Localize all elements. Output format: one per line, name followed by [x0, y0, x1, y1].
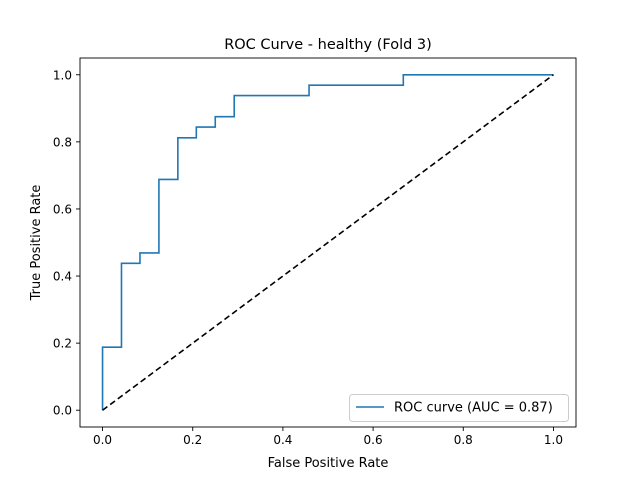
y-tick-label: 1.0 — [53, 68, 72, 82]
x-tick-label: 0.6 — [364, 433, 383, 447]
y-tick-label: 0.6 — [53, 202, 72, 216]
chance-diagonal-line — [102, 74, 554, 411]
legend: ROC curve (AUC = 0.87) — [349, 394, 569, 422]
y-tick-label: 0.2 — [53, 337, 72, 351]
y-tick-label: 0.8 — [53, 135, 72, 149]
y-tick-label: 0.4 — [53, 270, 72, 284]
x-axis-label: False Positive Rate — [268, 456, 389, 471]
legend-label-roc-curve: ROC curve (AUC = 0.87) — [394, 401, 553, 416]
legend-box — [349, 394, 569, 422]
x-tick-label: 0.0 — [93, 433, 112, 447]
y-tick-label: 0.0 — [53, 404, 72, 418]
y-axis-ticks: 0.0 0.2 0.4 0.6 0.8 1.0 — [53, 68, 80, 418]
x-tick-label: 0.8 — [454, 433, 473, 447]
x-tick-label: 1.0 — [544, 433, 563, 447]
y-axis-label: True Positive Rate — [29, 185, 44, 302]
x-axis-ticks: 0.0 0.2 0.4 0.6 0.8 1.0 — [93, 427, 563, 447]
chart-title: ROC Curve - healthy (Fold 3) — [224, 37, 432, 53]
x-tick-label: 0.4 — [273, 433, 292, 447]
x-tick-label: 0.2 — [183, 433, 202, 447]
series-layer — [101, 73, 554, 411]
roc-curve-line — [101, 73, 554, 411]
plot-frame — [79, 57, 577, 428]
